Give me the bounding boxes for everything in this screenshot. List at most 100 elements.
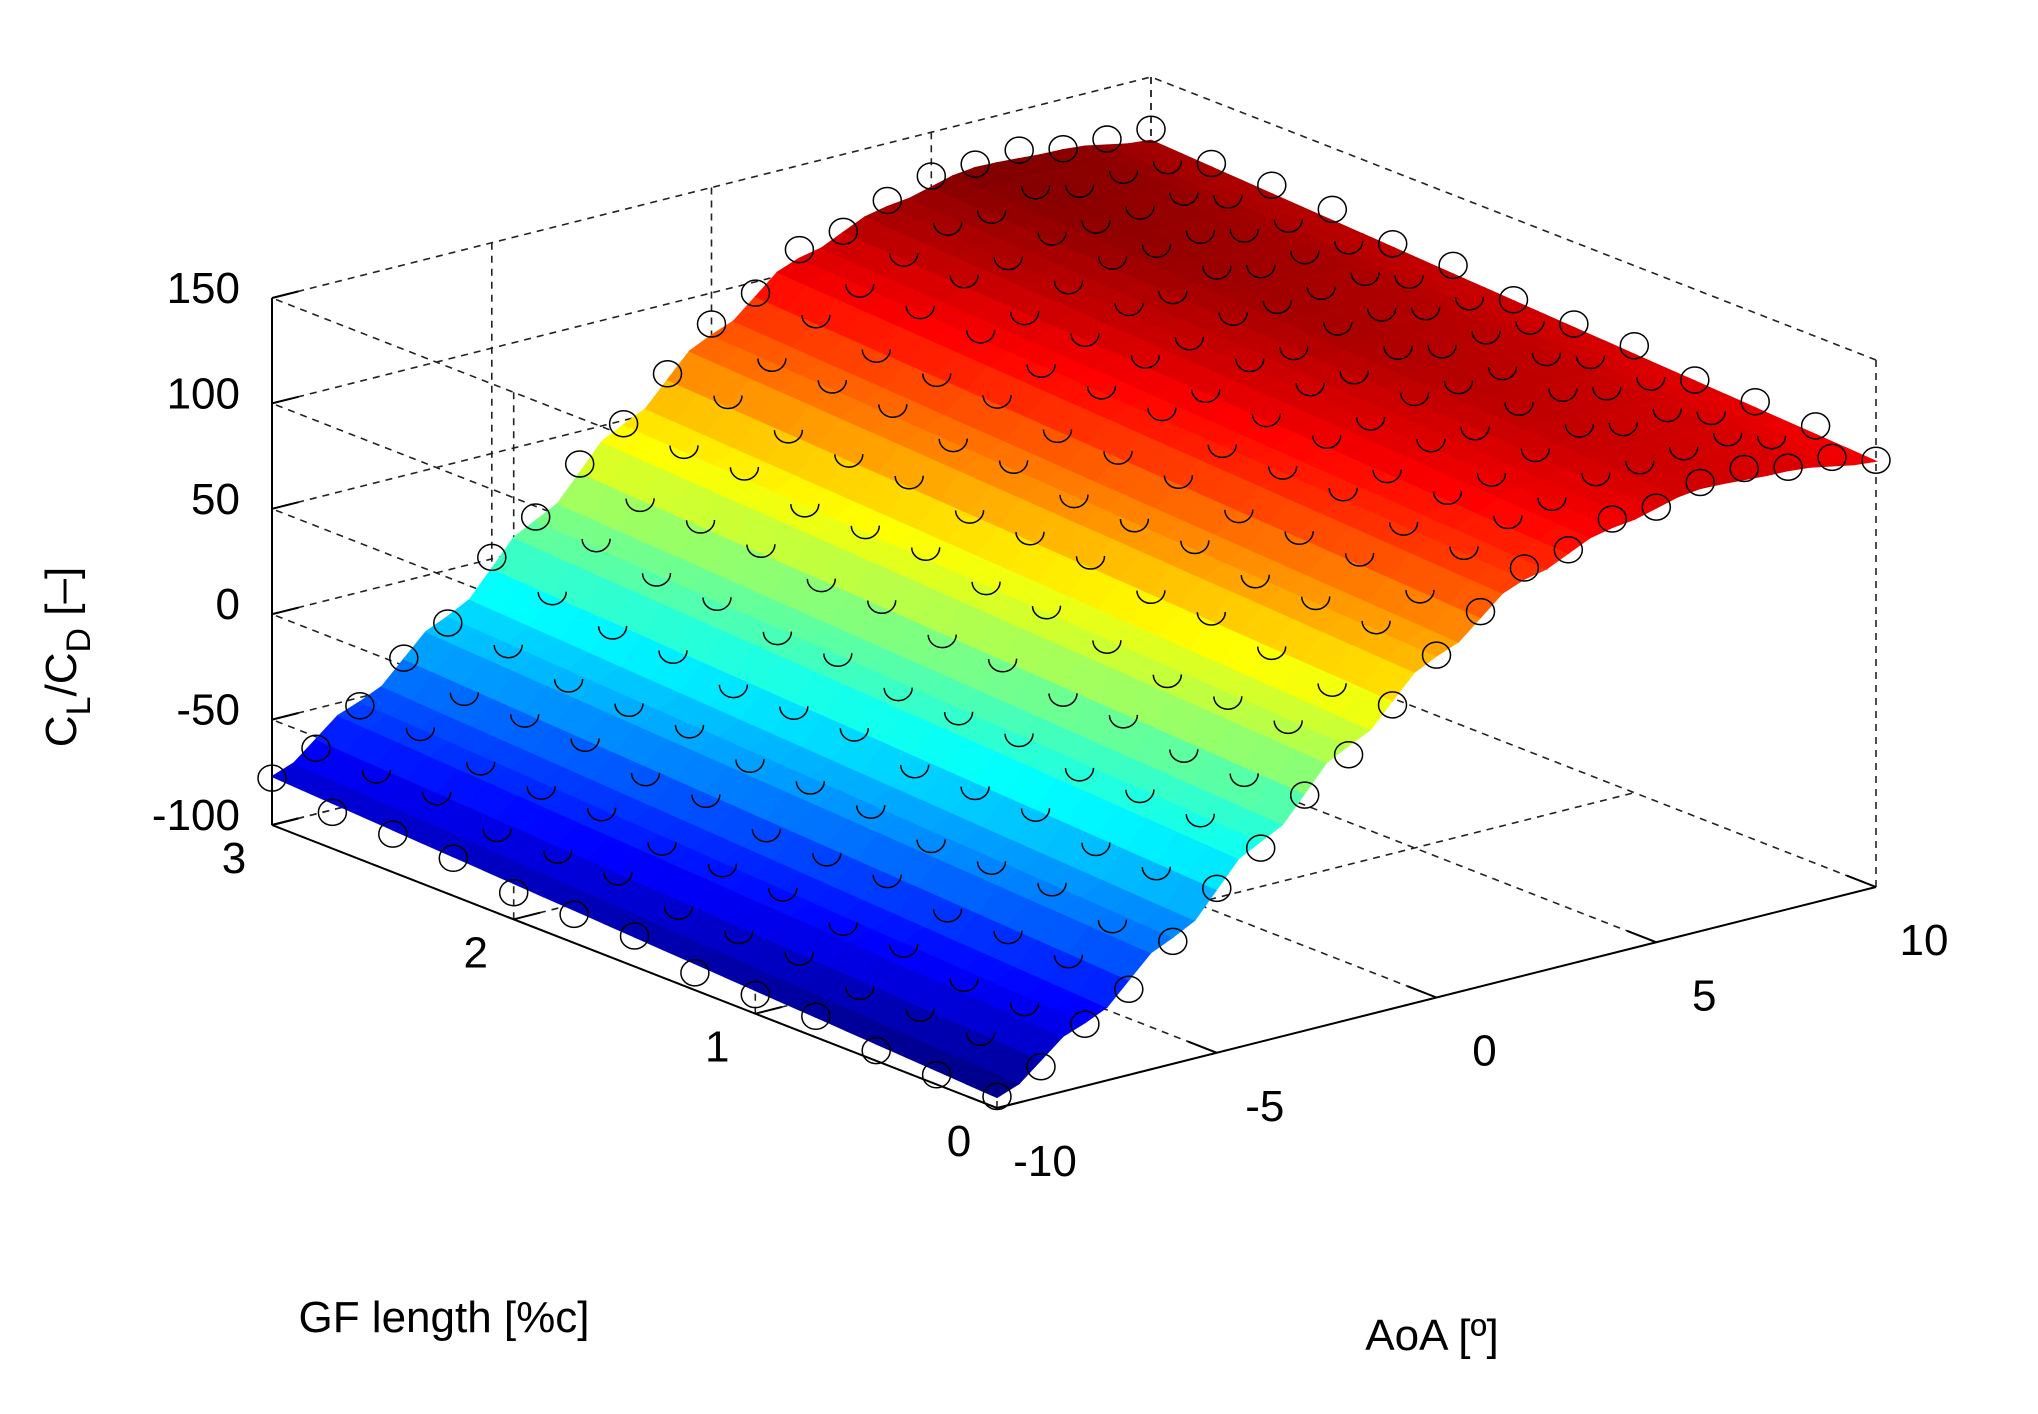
data-point-marker [707, 850, 738, 878]
data-point-marker [1817, 443, 1847, 472]
data-point-marker [960, 772, 990, 801]
data-point-marker [1245, 834, 1276, 862]
data-point-marker [1185, 216, 1216, 245]
data-point-marker [1235, 344, 1265, 373]
data-point-marker [493, 630, 523, 659]
y-tick-label-0: 0 [947, 1117, 971, 1166]
data-point-marker [823, 639, 853, 668]
data-point-marker [993, 916, 1023, 945]
grid-backwall-z-5 [271, 76, 1152, 299]
data-point-marker [1361, 606, 1391, 635]
surface-layer [270, 139, 1879, 1099]
z-tick-mark-5 [271, 290, 299, 299]
data-point-marker [1581, 458, 1611, 487]
x-tick-mark-4 [1846, 874, 1877, 888]
data-point-marker [905, 291, 935, 320]
z-axis-title-main-1: C [37, 715, 86, 747]
data-point-marker [1443, 366, 1474, 395]
data-point-marker [790, 490, 820, 518]
data-point-marker [1004, 719, 1034, 748]
data-point-marker [1405, 576, 1435, 604]
data-point-marker [1339, 357, 1369, 385]
data-point-marker [1355, 403, 1386, 431]
z-tick-label-0: -100 [152, 791, 240, 840]
data-point-marker [498, 878, 529, 907]
x-tick-mark-0 [967, 1095, 998, 1109]
data-point-marker [1460, 413, 1490, 441]
data-point-marker [888, 930, 919, 958]
data-point-marker [1592, 373, 1622, 401]
data-point-marker [564, 450, 595, 478]
data-point-marker [768, 874, 798, 902]
data-point-marker [976, 196, 1007, 225]
data-point-marker [1147, 393, 1177, 422]
data-point-marker [960, 150, 990, 178]
svg-text:CL/CD [–]: CL/CD [–] [37, 567, 98, 747]
data-point-marker [784, 235, 815, 264]
data-point-marker [1229, 215, 1260, 243]
data-point-marker [1207, 430, 1238, 459]
data-point-marker [1421, 641, 1452, 669]
data-point-marker [855, 791, 886, 819]
z-tick-mark-4 [271, 395, 299, 405]
data-point-marker [1185, 800, 1216, 828]
data-point-marker [537, 577, 567, 606]
data-point-marker [971, 567, 1001, 596]
x-tick-mark-2 [1407, 985, 1437, 999]
data-point-marker [1427, 331, 1457, 359]
data-point-marker [801, 1002, 831, 1031]
data-point-marker [1086, 372, 1117, 400]
data-point-marker [526, 772, 556, 800]
data-point-marker [817, 366, 848, 394]
data-point-marker [965, 316, 996, 344]
z-tick-label-1: -50 [176, 686, 240, 735]
data-point-marker [1608, 408, 1639, 437]
data-point-marker [889, 239, 919, 267]
data-point-marker [949, 964, 979, 993]
data-point-marker [1064, 754, 1095, 782]
data-point-marker [1399, 378, 1430, 407]
data-point-marker [916, 825, 946, 854]
data-point-marker [943, 698, 974, 726]
x-tick-label-2: 0 [1472, 1027, 1496, 1076]
data-point-marker [773, 416, 804, 444]
data-point-marker [1229, 759, 1259, 788]
data-point-marker [801, 301, 831, 329]
data-point-marker [751, 814, 782, 843]
data-point-marker [1377, 691, 1408, 719]
data-point-marker [1152, 660, 1183, 689]
data-point-marker [405, 713, 436, 742]
data-point-marker [1267, 452, 1298, 480]
data-point-marker [1240, 561, 1271, 589]
data-point-marker [1009, 988, 1040, 1017]
data-point-marker [1141, 230, 1172, 259]
data-point-marker [1125, 192, 1155, 220]
data-point-marker [1696, 397, 1726, 426]
data-point-marker [1279, 332, 1309, 361]
data-point-marker [1548, 374, 1578, 403]
data-point-marker [1668, 433, 1699, 461]
data-point-marker [905, 994, 935, 1022]
data-point-marker [1130, 341, 1161, 369]
data-point-marker [757, 344, 787, 373]
data-point-marker [1158, 276, 1188, 305]
data-point-marker [839, 714, 870, 742]
data-point-marker [1103, 437, 1133, 465]
data-point-marker [1191, 375, 1221, 404]
data-point-marker [317, 798, 348, 827]
data-point-marker [477, 543, 507, 572]
data-point-marker [1344, 539, 1375, 567]
data-point-marker [795, 767, 826, 795]
data-point-marker [1498, 286, 1529, 314]
data-point-marker [878, 390, 908, 418]
data-point-marker [746, 530, 776, 559]
data-point-marker [1092, 125, 1122, 153]
data-point-marker [1273, 706, 1303, 735]
data-point-marker [1454, 283, 1485, 311]
data-point-marker [1383, 332, 1413, 361]
data-point-marker [1136, 576, 1166, 605]
data-point-marker [1070, 1010, 1100, 1038]
data-point-marker [1322, 308, 1353, 336]
data-point-marker [1290, 236, 1320, 265]
